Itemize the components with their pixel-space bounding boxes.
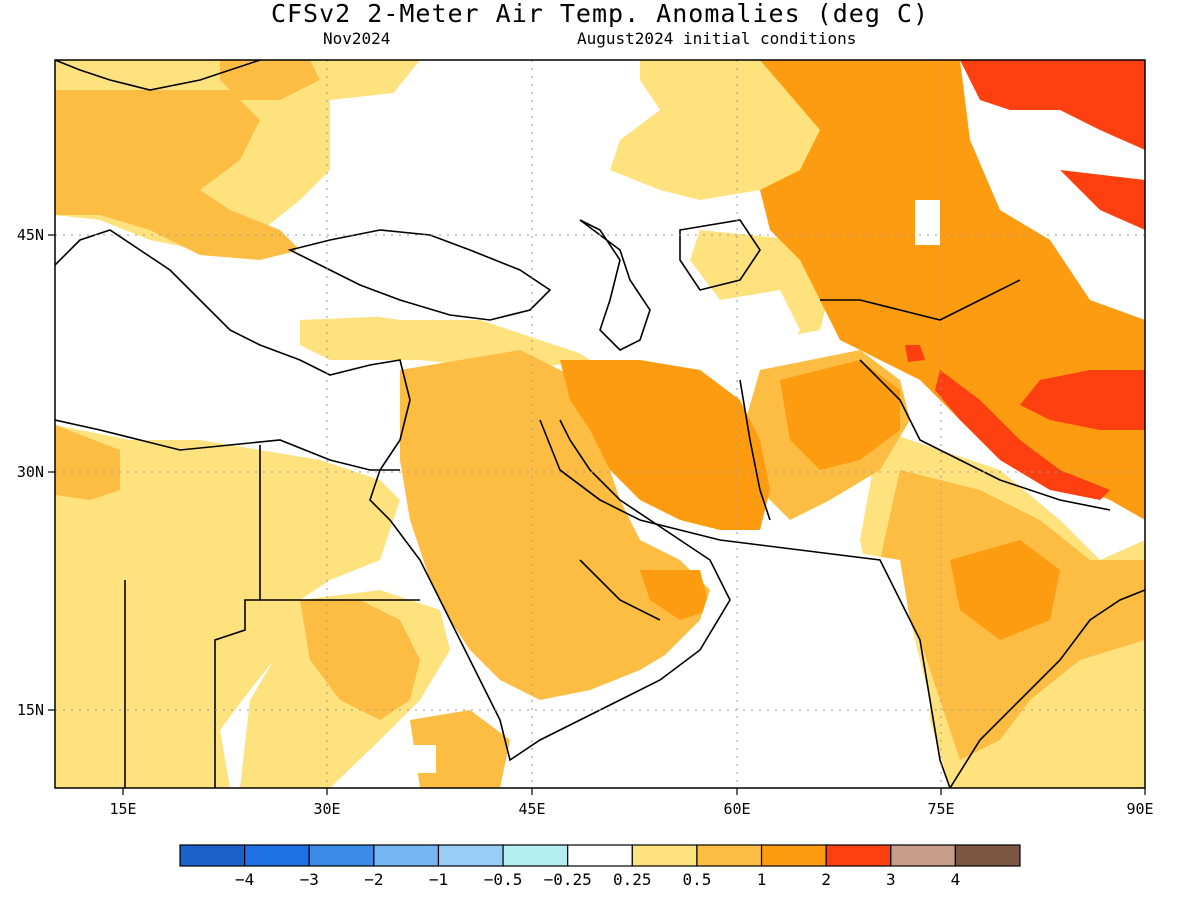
gulf-arabian-sea-coast xyxy=(559,469,951,788)
colorbar-tick-label: 4 xyxy=(951,870,961,889)
anomaly-2-3-regions xyxy=(905,60,1145,500)
lon-label: 30E xyxy=(313,800,340,818)
north-africa-coast xyxy=(55,419,400,471)
caspian-sea xyxy=(579,219,651,351)
colorbar-swatch xyxy=(890,844,956,867)
coastlines-and-borders xyxy=(55,60,1145,788)
lat-label: 15N xyxy=(17,701,44,719)
lon-label: 75E xyxy=(927,800,954,818)
india-east-coast xyxy=(949,589,1145,788)
colorbar-swatch xyxy=(631,844,698,867)
colorbar-swatch xyxy=(437,844,504,867)
arabia-border xyxy=(579,559,661,621)
colorbar-swatch xyxy=(567,844,633,867)
colorbar-tick-label: −2 xyxy=(364,870,383,889)
initial-conditions-label: August2024 initial conditions xyxy=(577,29,857,48)
colorbar-tick-label: −3 xyxy=(300,870,319,889)
longitude-labels: 15E 30E 45E 60E 75E 90E xyxy=(109,800,1153,818)
axis-ticks xyxy=(48,234,1146,795)
colorbar-swatch xyxy=(308,844,375,867)
colorbar xyxy=(179,844,1021,867)
anomaly-fields xyxy=(55,60,1145,788)
northern-europe-coast xyxy=(55,60,261,91)
colorbar-tick-label: 0.25 xyxy=(613,870,652,889)
aral-region xyxy=(679,219,761,291)
colorbar-tick-label: 2 xyxy=(821,870,831,889)
libya-egypt-sudan-border xyxy=(214,445,261,788)
latitude-labels: 45N 30N 15N xyxy=(17,226,44,719)
map-title: CFSv2 2-Meter Air Temp. Anomalies (deg C… xyxy=(270,0,930,28)
black-sea xyxy=(287,229,552,321)
colorbar-swatch xyxy=(760,844,827,867)
lon-label: 45E xyxy=(518,800,545,818)
colorbar-tick-label: −0.5 xyxy=(484,870,523,889)
colorbar-tick-label: 3 xyxy=(886,870,896,889)
graticule xyxy=(55,60,1145,788)
colorbar-swatch xyxy=(179,844,246,867)
colorbar-swatch xyxy=(502,844,569,867)
iran-pakistan-border xyxy=(739,379,771,521)
colorbar-tick-label: −0.25 xyxy=(544,870,592,889)
colorbar-tick-label: −4 xyxy=(235,870,254,889)
himalaya-border xyxy=(859,359,1111,511)
lat-label: 45N xyxy=(17,226,44,244)
colorbar-swatch xyxy=(373,844,440,867)
colorbar-swatch xyxy=(244,844,310,867)
forecast-month: Nov2024 xyxy=(323,29,391,48)
lon-label: 15E xyxy=(109,800,136,818)
colorbar-swatch xyxy=(954,844,1021,867)
map-frame xyxy=(54,59,1146,789)
lat-label: 30N xyxy=(17,463,44,481)
colorbar-tick-label: −1 xyxy=(429,870,448,889)
colorbar-swatch xyxy=(825,844,892,867)
mediterranean-red-sea-coast xyxy=(55,229,731,762)
colorbar-tick-label: 0.5 xyxy=(682,870,711,889)
colorbar-tick-labels: −4 −3 −2 −1 −0.5 −0.25 0.25 0.5 1 2 3 4 xyxy=(235,870,960,889)
near-normal-holes xyxy=(55,90,1120,788)
central-asia-border xyxy=(820,279,1021,321)
colorbar-swatch xyxy=(696,844,763,867)
lon-label: 60E xyxy=(723,800,750,818)
lon-label: 90E xyxy=(1126,800,1153,818)
colorbar-tick-label: 1 xyxy=(757,870,767,889)
iraq-border xyxy=(539,419,601,501)
